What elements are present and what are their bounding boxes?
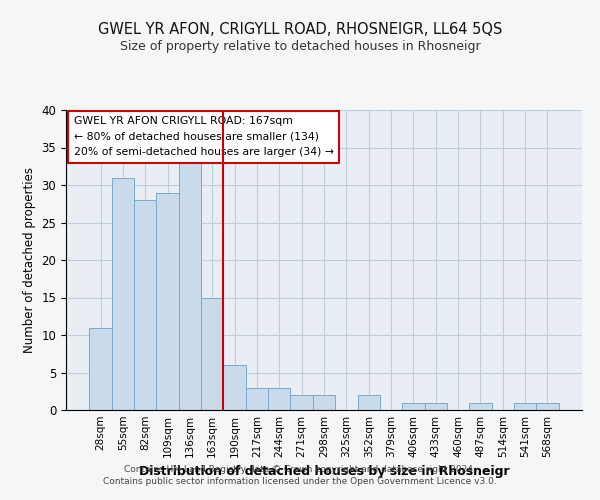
Bar (201, 298, 223, 410)
Text: Size of property relative to detached houses in Rhosneigr: Size of property relative to detached ho… (119, 40, 481, 53)
Text: GWEL YR AFON CRIGYLL ROAD: 167sqm
← 80% of detached houses are smaller (134)
20%: GWEL YR AFON CRIGYLL ROAD: 167sqm ← 80% … (74, 116, 334, 157)
Text: Contains HM Land Registry data © Crown copyright and database right 2024.: Contains HM Land Registry data © Crown c… (124, 466, 476, 474)
Bar (402, 402, 425, 410)
Bar (179, 162, 201, 410)
Bar (514, 402, 536, 410)
Bar (536, 402, 559, 410)
Bar (358, 395, 380, 410)
Bar (134, 200, 157, 410)
Bar (223, 365, 246, 410)
Text: GWEL YR AFON, CRIGYLL ROAD, RHOSNEIGR, LL64 5QS: GWEL YR AFON, CRIGYLL ROAD, RHOSNEIGR, L… (98, 22, 502, 38)
Bar (89, 328, 112, 410)
Bar (268, 388, 290, 410)
Text: Contains public sector information licensed under the Open Government Licence v3: Contains public sector information licen… (103, 477, 497, 486)
Bar (112, 178, 134, 410)
Bar (290, 395, 313, 410)
Y-axis label: Number of detached properties: Number of detached properties (23, 167, 36, 353)
Bar (246, 388, 268, 410)
Bar (469, 402, 491, 410)
Bar (157, 192, 179, 410)
Bar (313, 395, 335, 410)
Bar (425, 402, 447, 410)
X-axis label: Distribution of detached houses by size in Rhosneigr: Distribution of detached houses by size … (139, 466, 509, 478)
